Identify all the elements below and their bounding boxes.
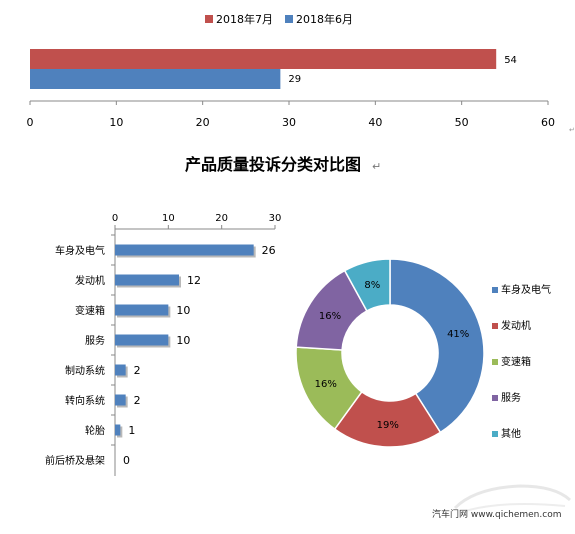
- slice-label: 41%: [447, 329, 469, 340]
- data-label: 2: [134, 364, 141, 377]
- bar-jun: [30, 69, 281, 89]
- watermark-text: 汽车门网 www.qichemen.com: [432, 508, 561, 520]
- x-axis-ticks: 0 10 20 30: [112, 213, 282, 229]
- slice-label: 16%: [315, 379, 337, 390]
- bar: [115, 304, 169, 316]
- data-label: 2: [134, 394, 141, 407]
- legend-label: 服务: [501, 391, 521, 404]
- data-label-jun: 29: [288, 74, 301, 85]
- x-tick-label: 10: [109, 116, 123, 129]
- donut-slice: [343, 258, 391, 312]
- slice-label: 19%: [377, 420, 399, 431]
- bars: 车身及电气 26 发动机 12 变速箱 10 服务 10 制动系统 2 转向系统 2 轮胎 1 前后桥及悬架…: [45, 234, 276, 467]
- data-label: 12: [187, 274, 201, 287]
- bar: [115, 274, 179, 286]
- category-label: 制动系统: [65, 364, 105, 377]
- legend-swatch: [492, 287, 498, 293]
- legend-label: 变速箱: [501, 355, 531, 368]
- bar-jul: [30, 49, 497, 69]
- x-tick-label: 30: [282, 116, 296, 129]
- x-axis-ticks: 0 10 20 30 40 50 60: [27, 116, 556, 129]
- x-tick-label: 20: [196, 116, 210, 129]
- x-axis-gridlines: [29, 101, 549, 105]
- donut-slice: [389, 258, 485, 434]
- category-label: 车身及电气: [55, 244, 105, 257]
- data-label: 0: [123, 454, 130, 467]
- category-label: 服务: [85, 334, 105, 347]
- paragraph-mark: ↵: [372, 160, 381, 173]
- slice-label: 16%: [319, 311, 341, 322]
- donut-slices: 41% 19% 16% 16% 8%: [295, 258, 485, 448]
- category-label: 变速箱: [75, 304, 105, 317]
- corner-mark: ↵: [569, 126, 575, 134]
- data-label: 10: [176, 304, 190, 317]
- section-title: 产品质量投诉分类对比图: [185, 155, 361, 174]
- data-label: 1: [128, 424, 135, 437]
- x-tick-label: 30: [269, 213, 282, 224]
- x-tick-label: 50: [455, 116, 469, 129]
- x-tick-label: 10: [162, 213, 175, 224]
- data-label: 10: [176, 334, 190, 347]
- slice-label: 8%: [364, 280, 380, 291]
- legend-label: 其他: [501, 427, 521, 440]
- x-tick-label: 60: [541, 116, 555, 129]
- monthly-comparison-chart: 2018年7月 2018年6月 0 10 20 30 40 50 60 54 29: [27, 12, 556, 129]
- bar: [115, 244, 254, 256]
- category-label: 前后桥及悬架: [45, 454, 105, 467]
- data-label-jul: 54: [504, 55, 517, 66]
- watermark-logo: [453, 484, 572, 513]
- category-label: 发动机: [75, 274, 105, 287]
- category-label: 轮胎: [85, 424, 105, 437]
- legend-label-jun: 2018年6月: [296, 12, 353, 26]
- x-tick-label: 40: [368, 116, 382, 129]
- legend-swatch: [492, 323, 498, 329]
- legend-swatch: [492, 395, 498, 401]
- x-tick-label: 20: [215, 213, 228, 224]
- bar: [115, 424, 121, 436]
- x-tick-label: 0: [27, 116, 34, 129]
- legend-swatch: [492, 431, 498, 437]
- legend-swatch-jun: [285, 15, 293, 23]
- legend-label: 车身及电气: [501, 283, 551, 296]
- legend: 2018年7月 2018年6月: [205, 12, 353, 26]
- bar: [115, 364, 126, 376]
- x-tick-label: 0: [112, 213, 118, 224]
- category-label: 转向系统: [65, 394, 105, 407]
- bar: [115, 334, 169, 346]
- legend-label: 发动机: [501, 319, 531, 332]
- bar: [115, 394, 126, 406]
- data-label: 26: [262, 244, 276, 257]
- legend-label-jul: 2018年7月: [216, 12, 273, 26]
- legend-swatch-jul: [205, 15, 213, 23]
- legend-swatch: [492, 359, 498, 365]
